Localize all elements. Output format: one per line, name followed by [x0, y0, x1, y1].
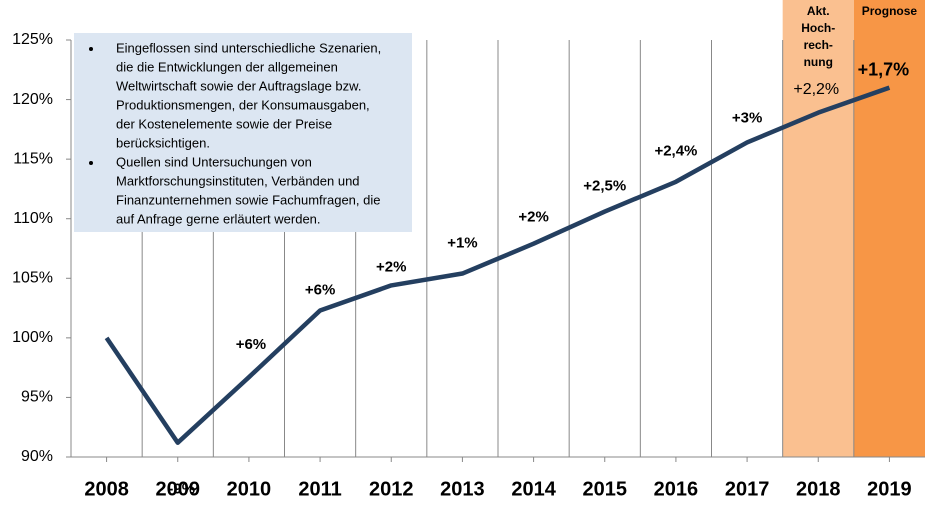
y-tick-label: 90%	[21, 448, 53, 465]
x-tick-label: 2016	[654, 478, 699, 500]
region-label: rech-	[804, 38, 833, 52]
y-tick-label: 110%	[13, 210, 53, 227]
value-label: +6%	[236, 336, 266, 353]
x-tick-label: 2019	[867, 478, 912, 500]
note-text: Produktionsmengen, der Konsumausgaben,	[116, 97, 370, 112]
x-tick-label: 2011	[298, 478, 341, 500]
x-tick-label: 2008	[84, 478, 129, 500]
x-tick-label: 2015	[583, 478, 628, 500]
value-label: +1%	[447, 234, 477, 251]
x-tick-label: 2012	[369, 478, 414, 500]
note-text: berücksichtigen.	[116, 135, 210, 150]
note-text: Quellen sind Untersuchungen von	[116, 154, 312, 169]
value-label: +1,7%	[858, 59, 910, 79]
region-label: Hoch-	[801, 21, 835, 35]
x-tick-label: 2018	[796, 478, 841, 500]
value-label: +2,5%	[583, 178, 626, 195]
region	[853, 0, 925, 457]
y-tick-label: 120%	[12, 91, 53, 108]
bullet	[89, 161, 93, 165]
y-tick-label: 125%	[12, 31, 53, 48]
x-tick-label: 2009	[156, 478, 201, 500]
x-tick-label: 2010	[227, 478, 272, 500]
x-tick-label: 2014	[511, 478, 556, 500]
note-text: Finanzunternehmen sowie Fachumfragen, di…	[116, 192, 380, 207]
value-label: +2%	[518, 209, 548, 226]
value-label: +2,2%	[793, 81, 839, 98]
region	[782, 0, 854, 457]
y-tick-label: 115%	[13, 150, 53, 167]
value-label: -9%	[168, 481, 195, 498]
y-tick-label: 100%	[12, 329, 53, 346]
region-label: Prognose	[862, 4, 918, 18]
x-tick-label: 2013	[440, 478, 485, 500]
note-text: Weltwirtschaft sowie der Auftragslage bz…	[116, 78, 361, 93]
note-text: der Kostenelemente sowie der Preise	[116, 116, 332, 131]
y-tick-label: 105%	[12, 270, 53, 287]
line	[104, 85, 891, 445]
note-box	[74, 33, 412, 232]
bullet	[89, 47, 93, 51]
region-label: Akt.	[807, 4, 830, 18]
note-text: die die Entwicklungen der allgemeinen	[116, 59, 338, 74]
value-label: +3%	[732, 109, 762, 126]
x-tick-label: 2017	[725, 478, 770, 500]
value-label: +2%	[376, 258, 406, 275]
value-label: +6%	[305, 281, 335, 298]
note-text: Marktforschungsinstituten, Verbänden und	[116, 173, 360, 188]
value-label: +2,4%	[654, 143, 697, 160]
region-label: nung	[804, 55, 833, 69]
y-tick-label: 95%	[21, 389, 53, 406]
note-text: Eingeflossen sind unterschiedliche Szena…	[116, 40, 381, 55]
note-text: auf Anfrage gerne erläutert werden.	[116, 211, 321, 226]
